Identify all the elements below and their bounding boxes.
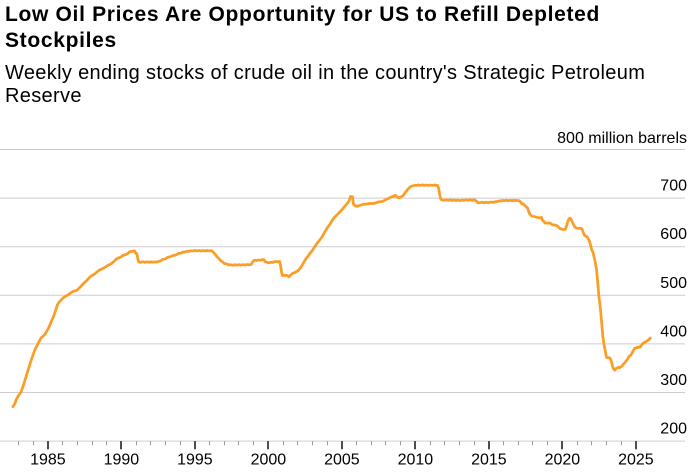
svg-text:700: 700 (660, 178, 687, 195)
svg-text:1990: 1990 (104, 452, 140, 469)
svg-text:500: 500 (660, 275, 687, 292)
svg-text:1985: 1985 (30, 452, 66, 469)
svg-text:2010: 2010 (398, 452, 434, 469)
svg-text:600: 600 (660, 226, 687, 243)
svg-text:2005: 2005 (324, 452, 360, 469)
svg-text:1995: 1995 (177, 452, 213, 469)
svg-text:200: 200 (660, 421, 687, 438)
svg-text:2000: 2000 (251, 452, 287, 469)
svg-text:2015: 2015 (471, 452, 507, 469)
svg-text:2020: 2020 (545, 452, 581, 469)
svg-text:800 million barrels: 800 million barrels (557, 130, 687, 147)
svg-text:2025: 2025 (618, 452, 654, 469)
svg-text:400: 400 (660, 323, 687, 340)
svg-text:300: 300 (660, 372, 687, 389)
